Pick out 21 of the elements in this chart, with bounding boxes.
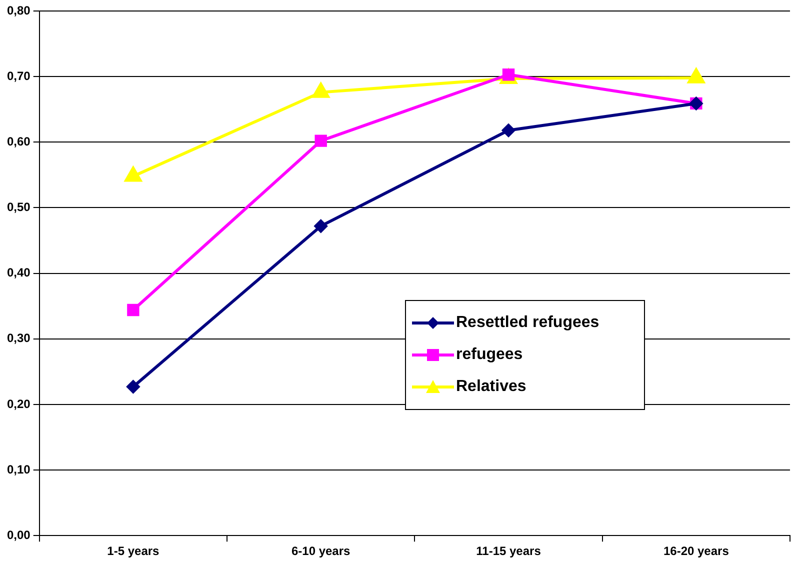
y-tick-label: 0,70 (6, 68, 31, 83)
legend-label: Relatives (456, 378, 526, 396)
point (127, 304, 140, 316)
point (314, 220, 328, 233)
y-tick-label: 0,80 (6, 3, 31, 18)
y-tick-label: 0,30 (6, 331, 31, 346)
point (126, 380, 140, 394)
x-tick-label: 16-20 years (663, 544, 730, 558)
legend-label: refugees (456, 346, 523, 364)
point (314, 134, 327, 147)
y-tick-label: 0,60 (6, 134, 31, 148)
y-tick-label: 0,20 (6, 396, 31, 411)
x-tick-label: 6-10 years (291, 544, 351, 558)
y-tick-label: 0,40 (6, 266, 31, 280)
y-tick-label: 0,00 (6, 528, 31, 542)
y-tick-label: 0,50 (6, 200, 31, 214)
point (502, 124, 516, 137)
x-tick-label: 1-5 years (107, 544, 160, 558)
legend-label: Resettled refugees (456, 314, 600, 332)
x-tick-label: 11-15 years (476, 544, 542, 558)
y-tick-label: 0,10 (6, 462, 31, 476)
